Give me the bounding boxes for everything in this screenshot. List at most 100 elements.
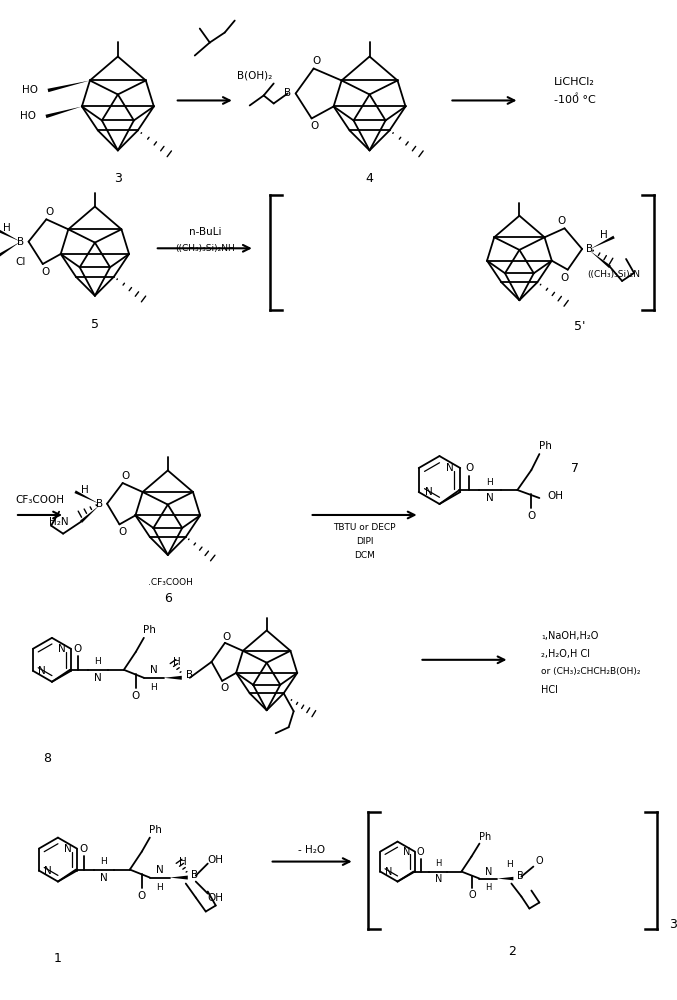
Text: N: N [485, 493, 494, 503]
Text: H: H [81, 485, 89, 495]
Text: O: O [74, 644, 82, 654]
Text: H: H [600, 230, 608, 240]
Text: N: N [485, 867, 492, 877]
Text: H: H [485, 883, 492, 892]
Polygon shape [170, 876, 188, 880]
Text: O: O [80, 844, 88, 854]
Text: O: O [465, 463, 474, 473]
Text: 3: 3 [114, 172, 122, 185]
Text: O: O [137, 891, 146, 901]
Text: 8: 8 [43, 752, 51, 765]
Text: B: B [517, 871, 524, 881]
Text: °: ° [574, 93, 578, 99]
Text: OH: OH [208, 893, 223, 903]
Text: O: O [536, 856, 543, 866]
Text: DIPI: DIPI [356, 537, 373, 546]
Text: Ph: Ph [479, 832, 492, 842]
Text: 4: 4 [366, 172, 374, 185]
Text: 5: 5 [91, 318, 99, 331]
Text: N: N [385, 867, 392, 877]
Text: N: N [446, 463, 454, 473]
Text: N: N [156, 865, 164, 875]
Text: O: O [561, 273, 569, 283]
Polygon shape [45, 106, 82, 118]
Text: H: H [179, 857, 187, 867]
Text: N: N [94, 673, 102, 683]
Text: Ph: Ph [150, 825, 162, 835]
Text: H₂N: H₂N [49, 517, 69, 527]
Text: N: N [150, 665, 158, 675]
Text: O: O [527, 511, 536, 521]
Text: B: B [186, 670, 194, 680]
Text: ((CH₃)₃Si)₂NH: ((CH₃)₃Si)₂NH [175, 244, 235, 253]
Text: N: N [100, 873, 108, 883]
Text: N: N [425, 487, 433, 497]
Text: n-BuLi: n-BuLi [188, 227, 221, 237]
Text: B: B [586, 244, 592, 254]
Text: OH: OH [208, 855, 223, 865]
Text: N: N [44, 866, 51, 876]
Polygon shape [590, 236, 615, 249]
Text: -100 °C: -100 °C [554, 95, 596, 105]
Text: H: H [156, 883, 163, 892]
Text: - H₂O: - H₂O [298, 845, 325, 855]
Text: HCl: HCl [542, 685, 559, 695]
Text: 1: 1 [54, 952, 62, 965]
Text: O: O [223, 632, 231, 642]
Text: B: B [191, 870, 198, 880]
Polygon shape [164, 676, 182, 680]
Text: H: H [95, 657, 102, 666]
Text: N: N [403, 847, 410, 857]
Text: N: N [58, 644, 66, 654]
Polygon shape [590, 251, 611, 268]
Text: O: O [311, 121, 319, 131]
Text: DCM: DCM [354, 551, 375, 560]
Text: B(OH)₂: B(OH)₂ [237, 70, 272, 80]
Text: O: O [220, 683, 228, 693]
Text: H: H [435, 859, 441, 868]
Text: O: O [313, 56, 321, 66]
Text: O: O [132, 691, 140, 701]
Polygon shape [74, 490, 99, 504]
Polygon shape [498, 877, 513, 880]
Text: 2: 2 [508, 945, 517, 958]
Text: O: O [122, 471, 130, 481]
Text: Ph: Ph [144, 625, 156, 635]
Text: B: B [284, 88, 291, 98]
Text: B: B [95, 499, 103, 509]
Text: CF₃COOH: CF₃COOH [15, 495, 64, 505]
Text: HO: HO [22, 85, 38, 95]
Polygon shape [0, 242, 20, 257]
Text: O: O [118, 527, 127, 537]
Text: O: O [468, 890, 476, 900]
Text: 7: 7 [571, 462, 580, 475]
Polygon shape [0, 228, 20, 242]
Text: 3: 3 [670, 918, 677, 931]
Text: N: N [64, 844, 72, 854]
Text: or (CH₃)₂CHCH₂B(OH)₂: or (CH₃)₂CHCH₂B(OH)₂ [542, 667, 641, 676]
Text: O: O [417, 847, 424, 857]
Text: N: N [435, 874, 442, 884]
Text: H: H [100, 857, 107, 866]
Polygon shape [47, 80, 90, 92]
Text: ₁,NaOH,H₂O: ₁,NaOH,H₂O [542, 631, 598, 641]
Text: Cl: Cl [16, 257, 26, 267]
Text: B: B [17, 237, 24, 247]
Text: OH: OH [547, 491, 563, 501]
Text: Ph: Ph [539, 441, 552, 451]
Text: 5': 5' [573, 320, 585, 333]
Text: .CF₃COOH: .CF₃COOH [148, 578, 193, 587]
Text: LiCHCl₂: LiCHCl₂ [554, 77, 595, 87]
Text: O: O [45, 207, 53, 217]
Text: ((CH₃)₃Si)₂N: ((CH₃)₃Si)₂N [588, 270, 640, 279]
Text: H: H [150, 683, 157, 692]
Text: H: H [173, 657, 181, 667]
Text: ₂,H₂O,H Cl: ₂,H₂O,H Cl [542, 649, 590, 659]
Text: O: O [41, 267, 50, 277]
Text: H: H [486, 478, 493, 487]
Text: H: H [506, 860, 512, 869]
Text: O: O [557, 216, 566, 226]
Polygon shape [80, 506, 99, 523]
Text: H: H [3, 223, 10, 233]
Text: HO: HO [20, 111, 36, 121]
